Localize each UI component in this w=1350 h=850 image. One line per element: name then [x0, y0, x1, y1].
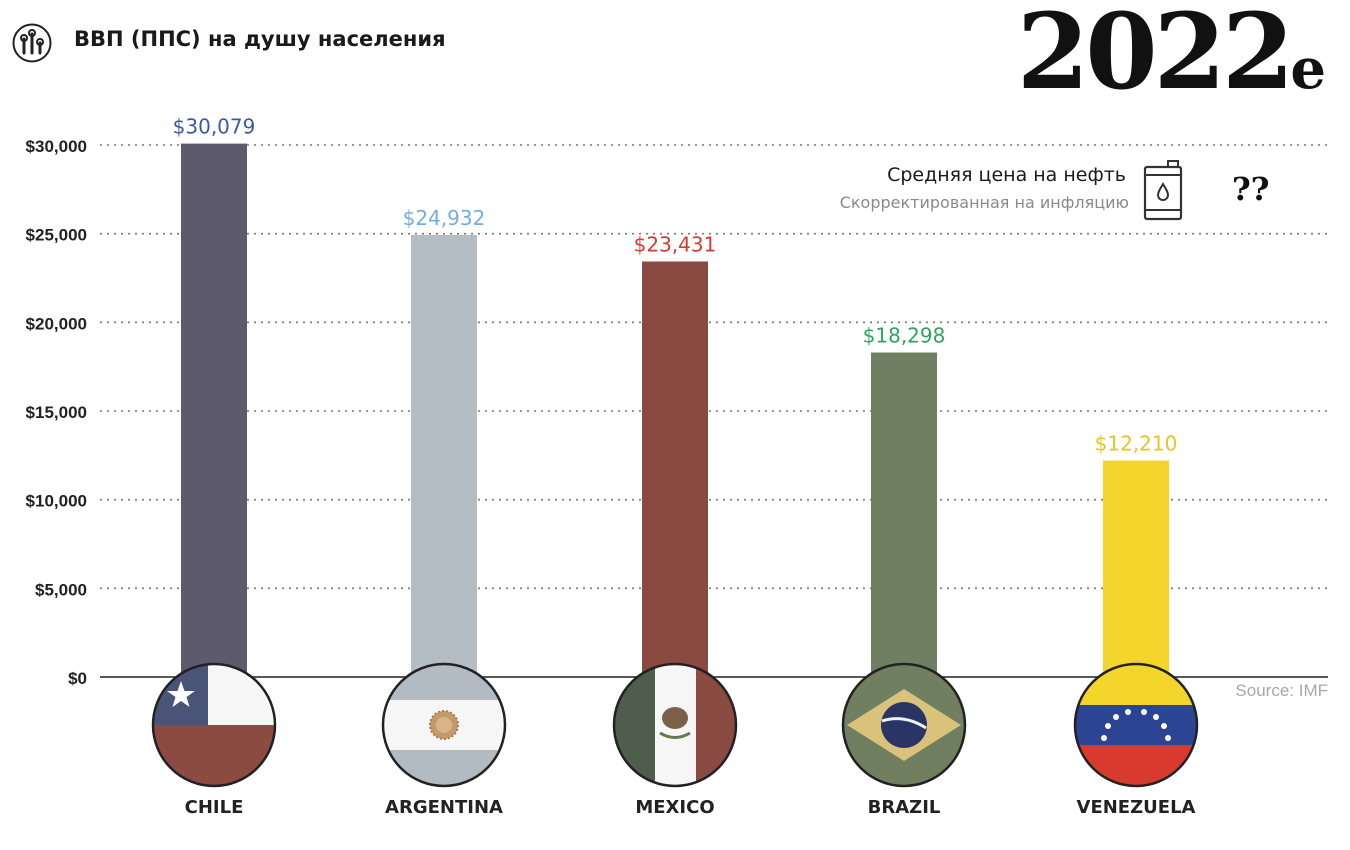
bar — [181, 143, 247, 677]
y-tick-label: $0 — [68, 669, 87, 688]
year-number: 2022 — [1016, 0, 1294, 113]
chile-flag-icon — [151, 662, 277, 788]
bars — [181, 143, 1169, 677]
bar-value-label: $30,079 — [173, 115, 256, 139]
bar — [411, 234, 477, 677]
brazil-flag-icon — [841, 662, 967, 788]
year-suffix: e — [1290, 36, 1326, 102]
oil-barrel-icon — [1143, 160, 1183, 221]
year-label: 2022e — [1017, 0, 1326, 115]
category-label: MEXICO — [635, 797, 714, 818]
category-label: CHILE — [185, 797, 244, 818]
oil-price-title: Средняя цена на нефть — [887, 164, 1126, 186]
venezuela-flag-icon — [1073, 662, 1199, 788]
value-labels: $30,079 $24,932 $23,431 $18,298 $12,210 — [173, 115, 1178, 456]
bar — [1103, 460, 1169, 677]
y-tick-label: $10,000 — [26, 492, 87, 511]
category-label: BRAZIL — [868, 797, 941, 818]
y-axis: $0 $5,000 $10,000 $15,000 $20,000 $25,000 $30,… — [26, 137, 87, 688]
bar-value-label: $12,210 — [1095, 431, 1178, 455]
y-tick-label: $30,000 — [26, 137, 87, 156]
bar — [642, 261, 708, 677]
y-tick-label: $5,000 — [35, 580, 87, 599]
category-labels: CHILE ARGENTINA MEXICO BRAZIL VENEZUELA — [185, 797, 1196, 818]
y-tick-label: $20,000 — [26, 314, 87, 333]
oil-price-subtitle: Скорректированная на инфляцию — [839, 193, 1129, 212]
oil-price-value: ?? — [1232, 170, 1270, 208]
bar-value-label: $24,932 — [403, 206, 486, 230]
category-label: VENEZUELA — [1077, 797, 1196, 818]
chart-title: ВВП (ППС) на душу населения — [74, 27, 446, 51]
category-label: ARGENTINA — [385, 797, 503, 818]
source-note: Source: IMF — [1235, 681, 1328, 700]
y-tick-label: $25,000 — [26, 226, 87, 245]
argentina-flag-icon — [381, 662, 507, 788]
bar-value-label: $18,298 — [863, 324, 946, 348]
chart-mark-icon — [12, 23, 52, 63]
y-tick-label: $15,000 — [26, 403, 87, 422]
mexico-flag-icon — [612, 662, 738, 788]
bar-value-label: $23,431 — [634, 232, 717, 256]
bar — [871, 352, 937, 677]
